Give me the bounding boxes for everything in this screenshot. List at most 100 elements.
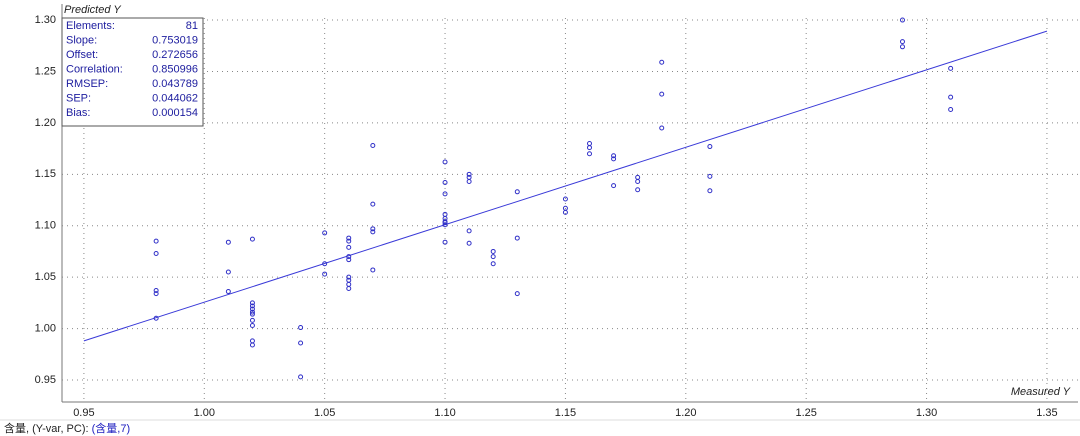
- data-point: [370, 267, 376, 273]
- stat-label: Correlation:: [66, 63, 123, 75]
- stat-value: 0.272656: [152, 49, 198, 61]
- data-point: [635, 187, 641, 193]
- data-point: [442, 191, 448, 197]
- data-point: [948, 94, 954, 100]
- stats-box-frame: [61, 17, 204, 127]
- data-point: [707, 188, 713, 194]
- stat-label: SEP:: [66, 92, 91, 104]
- data-point: [322, 230, 328, 236]
- data-point: [249, 322, 255, 328]
- y-tick-label: 1.15: [35, 168, 56, 180]
- data-point: [249, 303, 255, 309]
- status-link[interactable]: (含量,7): [92, 421, 131, 435]
- y-tick-label: 1.30: [35, 14, 56, 26]
- x-tick-label: 1.15: [555, 407, 576, 419]
- data-point: [948, 107, 954, 113]
- data-point: [153, 315, 159, 321]
- data-point: [442, 180, 448, 186]
- data-point: [466, 171, 472, 177]
- data-point: [442, 159, 448, 165]
- data-point: [322, 261, 328, 267]
- data-point: [490, 261, 496, 267]
- data-point: [490, 248, 496, 254]
- data-point: [249, 317, 255, 323]
- data-point: [370, 229, 376, 235]
- y-axis-label: Predicted Y: [64, 4, 121, 16]
- data-point: [659, 91, 665, 97]
- data-point: [611, 183, 617, 189]
- data-point: [153, 251, 159, 257]
- data-point: [707, 144, 713, 150]
- stat-label: Slope:: [66, 34, 97, 46]
- data-point: [370, 226, 376, 232]
- data-point: [611, 153, 617, 159]
- data-point: [514, 189, 520, 195]
- stat-value: 0.850996: [152, 63, 198, 75]
- data-point: [370, 143, 376, 149]
- data-point: [562, 196, 568, 202]
- data-point: [442, 239, 448, 245]
- data-point: [490, 254, 496, 260]
- data-point: [466, 240, 472, 246]
- x-axis-label: Measured Y: [1011, 386, 1071, 398]
- y-tick-label: 0.95: [35, 374, 56, 386]
- status-text: 含量, (Y-var, PC): (含量,7): [4, 421, 130, 435]
- data-point: [587, 145, 593, 151]
- stat-value: 0.043789: [152, 78, 198, 90]
- data-point: [153, 288, 159, 294]
- data-point: [466, 179, 472, 185]
- y-tick-label: 1.05: [35, 271, 56, 283]
- data-point: [442, 220, 448, 226]
- data-point: [611, 156, 617, 162]
- data-point: [899, 44, 905, 50]
- data-point: [249, 342, 255, 348]
- data-point: [153, 291, 159, 297]
- x-tick-label: 0.95: [73, 407, 94, 419]
- stat-label: RMSEP:: [66, 78, 108, 90]
- data-point: [225, 289, 231, 295]
- data-point: [948, 65, 954, 71]
- stat-value: 0.044062: [152, 92, 198, 104]
- data-point: [298, 374, 304, 380]
- data-point: [466, 228, 472, 234]
- regression-line: [83, 30, 1048, 342]
- data-point: [346, 238, 352, 244]
- data-point: [346, 244, 352, 250]
- data-point: [249, 300, 255, 306]
- y-tick-label: 1.10: [35, 220, 56, 232]
- data-point: [322, 271, 328, 277]
- x-tick-label: 1.25: [795, 407, 816, 419]
- x-tick-label: 1.30: [916, 407, 937, 419]
- data-point: [562, 209, 568, 215]
- x-tick-label: 1.35: [1036, 407, 1057, 419]
- x-tick-label: 1.05: [314, 407, 335, 419]
- data-point: [298, 340, 304, 346]
- stat-label: Bias:: [66, 107, 90, 119]
- data-point: [659, 125, 665, 131]
- stat-label: Offset:: [66, 49, 98, 61]
- data-point: [225, 239, 231, 245]
- data-point: [346, 257, 352, 263]
- status-prefix: 含量, (Y-var, PC):: [4, 421, 89, 435]
- data-point: [514, 291, 520, 297]
- x-tick-label: 1.20: [675, 407, 696, 419]
- data-point: [249, 236, 255, 242]
- data-point: [153, 238, 159, 244]
- data-point: [298, 325, 304, 331]
- data-point: [899, 17, 905, 23]
- data-point: [249, 306, 255, 312]
- stat-value: 81: [186, 20, 198, 32]
- data-point: [346, 254, 352, 260]
- y-tick-label: 1.00: [35, 322, 56, 334]
- y-tick-label: 1.20: [35, 117, 56, 129]
- data-point: [899, 39, 905, 45]
- data-point: [514, 235, 520, 241]
- x-tick-label: 1.10: [434, 407, 455, 419]
- stat-label: Elements:: [66, 20, 115, 32]
- data-point: [249, 311, 255, 317]
- data-point: [346, 235, 352, 241]
- data-point: [346, 285, 352, 291]
- data-point: [659, 59, 665, 65]
- stats-box: Elements: 81 Slope: 0.753019 Offset: 0.272656…: [61, 17, 204, 127]
